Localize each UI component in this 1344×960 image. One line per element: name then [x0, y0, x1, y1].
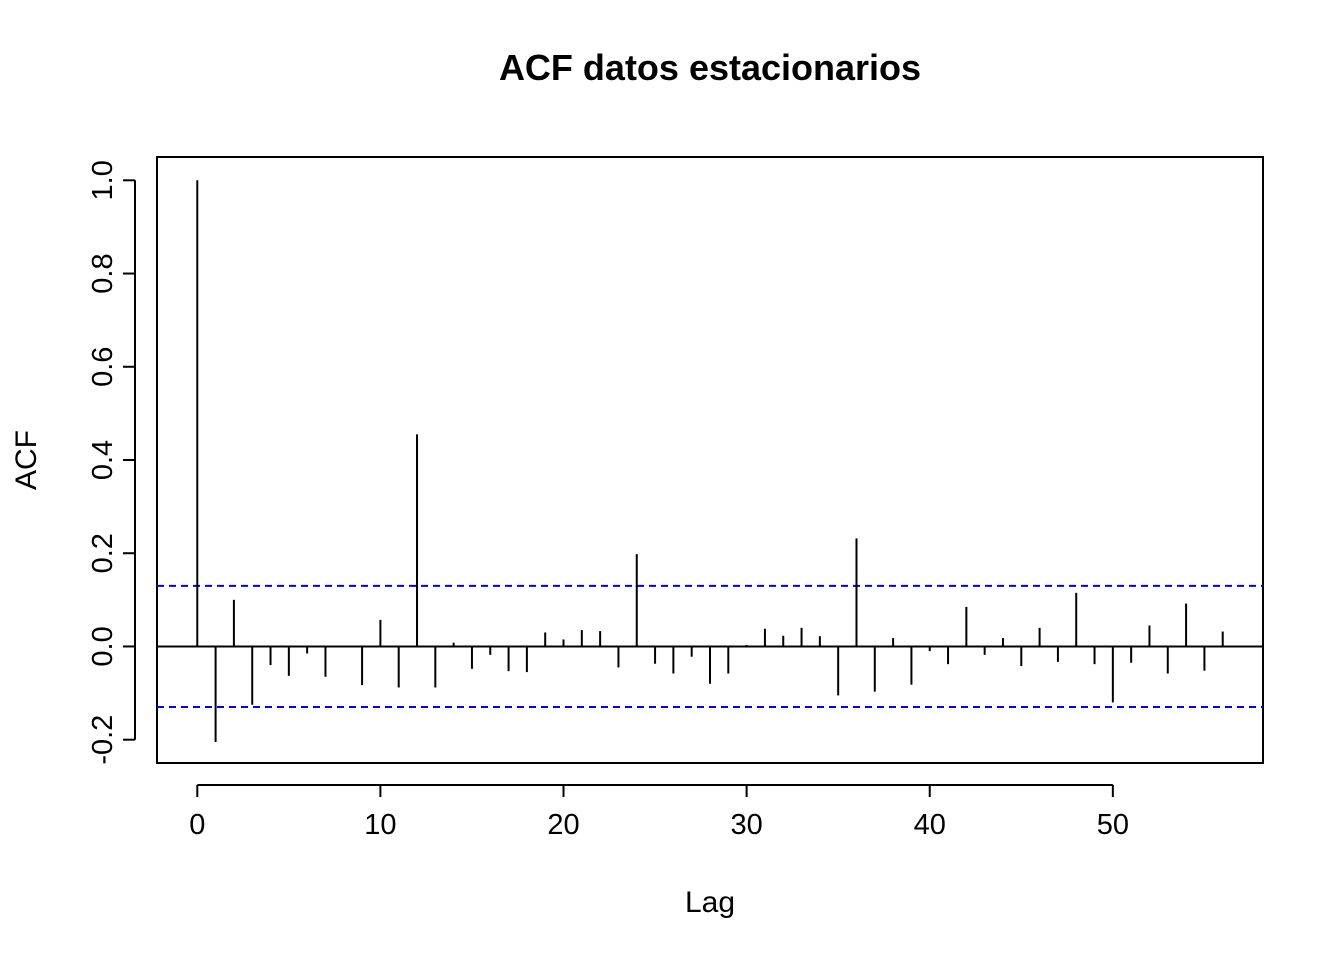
x-tick-label: 20: [547, 809, 579, 841]
y-tick-label: 0.8: [87, 253, 119, 293]
y-tick-label: 0.2: [87, 533, 119, 573]
y-tick-label: 0.6: [87, 347, 119, 387]
y-tick-label: 0.0: [87, 626, 119, 666]
y-axis-label: ACF: [10, 430, 43, 490]
x-tick-label: 40: [914, 809, 946, 841]
chart-title: ACF datos estacionarios: [499, 47, 921, 88]
y-tick-label: 0.4: [87, 440, 119, 480]
plot-frame: [156, 156, 1264, 764]
y-tick-label: 1.0: [87, 160, 119, 200]
y-tick-label: -0.2: [87, 715, 119, 765]
x-axis-label: Lag: [685, 886, 735, 919]
x-tick-label: 10: [364, 809, 396, 841]
x-tick-label: 50: [1097, 809, 1129, 841]
x-tick-label: 0: [189, 809, 205, 841]
x-tick-label: 30: [730, 809, 762, 841]
